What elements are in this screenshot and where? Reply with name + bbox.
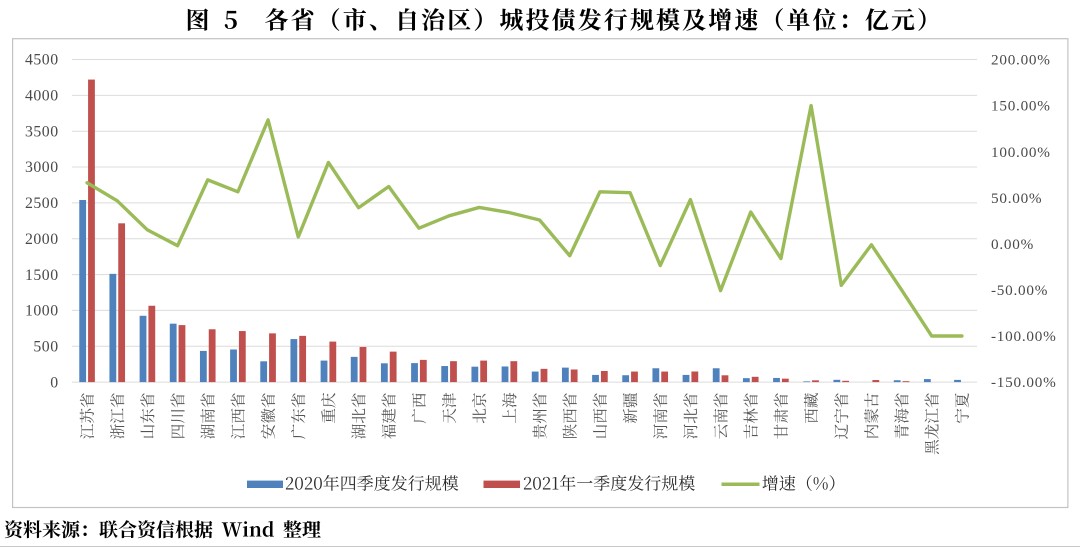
svg-text:0.00%: 0.00% bbox=[991, 236, 1034, 253]
svg-text:1500: 1500 bbox=[25, 267, 59, 284]
svg-text:3500: 3500 bbox=[25, 123, 59, 140]
svg-text:0: 0 bbox=[50, 374, 58, 391]
svg-text:4500: 4500 bbox=[25, 52, 59, 69]
svg-text:4000: 4000 bbox=[25, 88, 59, 105]
svg-text:-50.00%: -50.00% bbox=[991, 282, 1048, 299]
svg-text:200.00%: 200.00% bbox=[991, 52, 1051, 69]
svg-text:150.00%: 150.00% bbox=[991, 98, 1051, 115]
svg-text:-150.00%: -150.00% bbox=[991, 374, 1056, 391]
svg-text:3000: 3000 bbox=[25, 159, 59, 176]
svg-text:2000: 2000 bbox=[25, 231, 59, 248]
svg-text:-100.00%: -100.00% bbox=[991, 328, 1056, 345]
svg-text:1000: 1000 bbox=[25, 303, 59, 320]
svg-text:500: 500 bbox=[33, 338, 58, 355]
svg-text:2500: 2500 bbox=[25, 195, 59, 212]
svg-text:50.00%: 50.00% bbox=[991, 190, 1042, 207]
svg-text:100.00%: 100.00% bbox=[991, 144, 1051, 161]
